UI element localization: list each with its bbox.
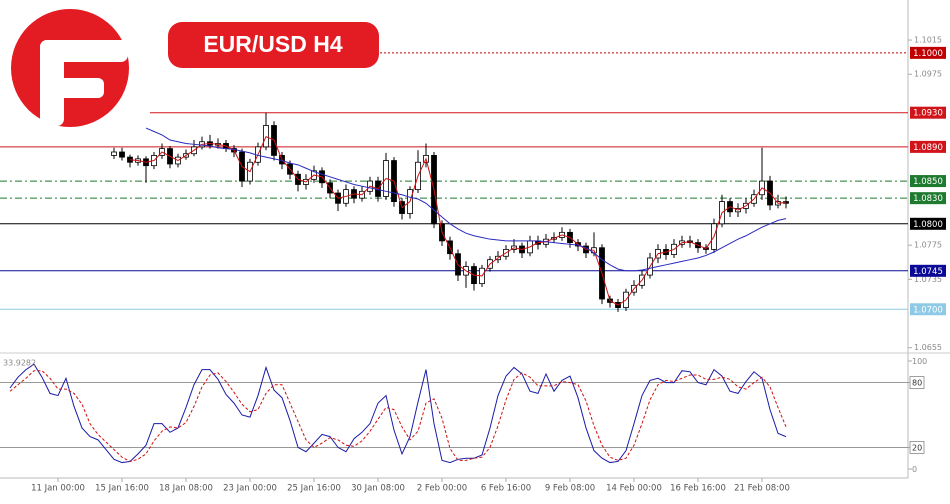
y-tick-label: 20 [912, 443, 922, 452]
x-tick-label: 2 Feb 00:00 [417, 484, 467, 494]
level-box [910, 303, 946, 316]
y-tick-label: 100 [912, 357, 927, 366]
level-label: 1.0890 [913, 143, 943, 153]
x-tick-label: 11 Jan 00:00 [31, 484, 85, 494]
logo-bar [40, 78, 104, 98]
x-tick-label: 30 Jan 08:00 [351, 484, 405, 494]
level-label: 1.0930 [913, 109, 943, 119]
level-box [909, 441, 925, 454]
chart-title: EUR/USD H4 [203, 31, 343, 57]
level-box [910, 106, 946, 119]
level-label: 1.0745 [913, 267, 943, 277]
level-box [910, 175, 946, 188]
stochastic-line [9, 363, 787, 464]
plot-layer: 1.1015 1.0975 1.0775 1.0735 1.0655 1.1000 1.09… [0, 36, 946, 494]
level-box [910, 46, 946, 59]
candle-body [119, 151, 125, 158]
title-box [168, 22, 379, 68]
x-tick-label: 9 Feb 08:00 [545, 484, 595, 494]
level-box [910, 264, 946, 277]
x-tick-label: 18 Jan 08:00 [159, 484, 213, 494]
level-label: 1.1000 [913, 49, 943, 59]
stochastic-line [9, 370, 787, 463]
x-tick-label: 15 Jan 16:00 [95, 484, 149, 494]
x-tick-label: 25 Jan 16:00 [287, 484, 341, 494]
y-tick-label: 1.0775 [914, 241, 942, 250]
level-label: 1.0830 [913, 194, 943, 204]
indicator-label: 33.9282 [3, 359, 36, 368]
y-tick-label: 1.0975 [914, 70, 942, 79]
x-tick-label: 21 Feb 08:00 [734, 484, 790, 494]
candle-body [111, 151, 117, 156]
level-box [910, 217, 946, 230]
level-label: 1.0850 [913, 177, 943, 187]
x-tick-label: 16 Feb 16:00 [670, 484, 726, 494]
level-box [909, 376, 925, 389]
level-box [910, 140, 946, 153]
y-tick-label: 1.0655 [914, 343, 942, 352]
level-label: 1.0800 [913, 220, 943, 230]
level-label: 1.0700 [913, 305, 943, 315]
y-tick-label: 1.1015 [914, 36, 942, 45]
moving-average [145, 127, 787, 272]
level-box [910, 192, 946, 205]
y-tick-label: 1.0735 [914, 275, 942, 284]
y-tick-label: 0 [912, 465, 917, 474]
logo-circle [11, 9, 129, 127]
x-tick-label: 23 Jan 00:00 [223, 484, 277, 494]
x-tick-label: 6 Feb 16:00 [481, 484, 531, 494]
moving-average [129, 135, 787, 306]
x-tick-label: 14 Feb 00:00 [606, 484, 662, 494]
y-tick-label: 80 [912, 379, 922, 388]
logo [11, 9, 129, 127]
